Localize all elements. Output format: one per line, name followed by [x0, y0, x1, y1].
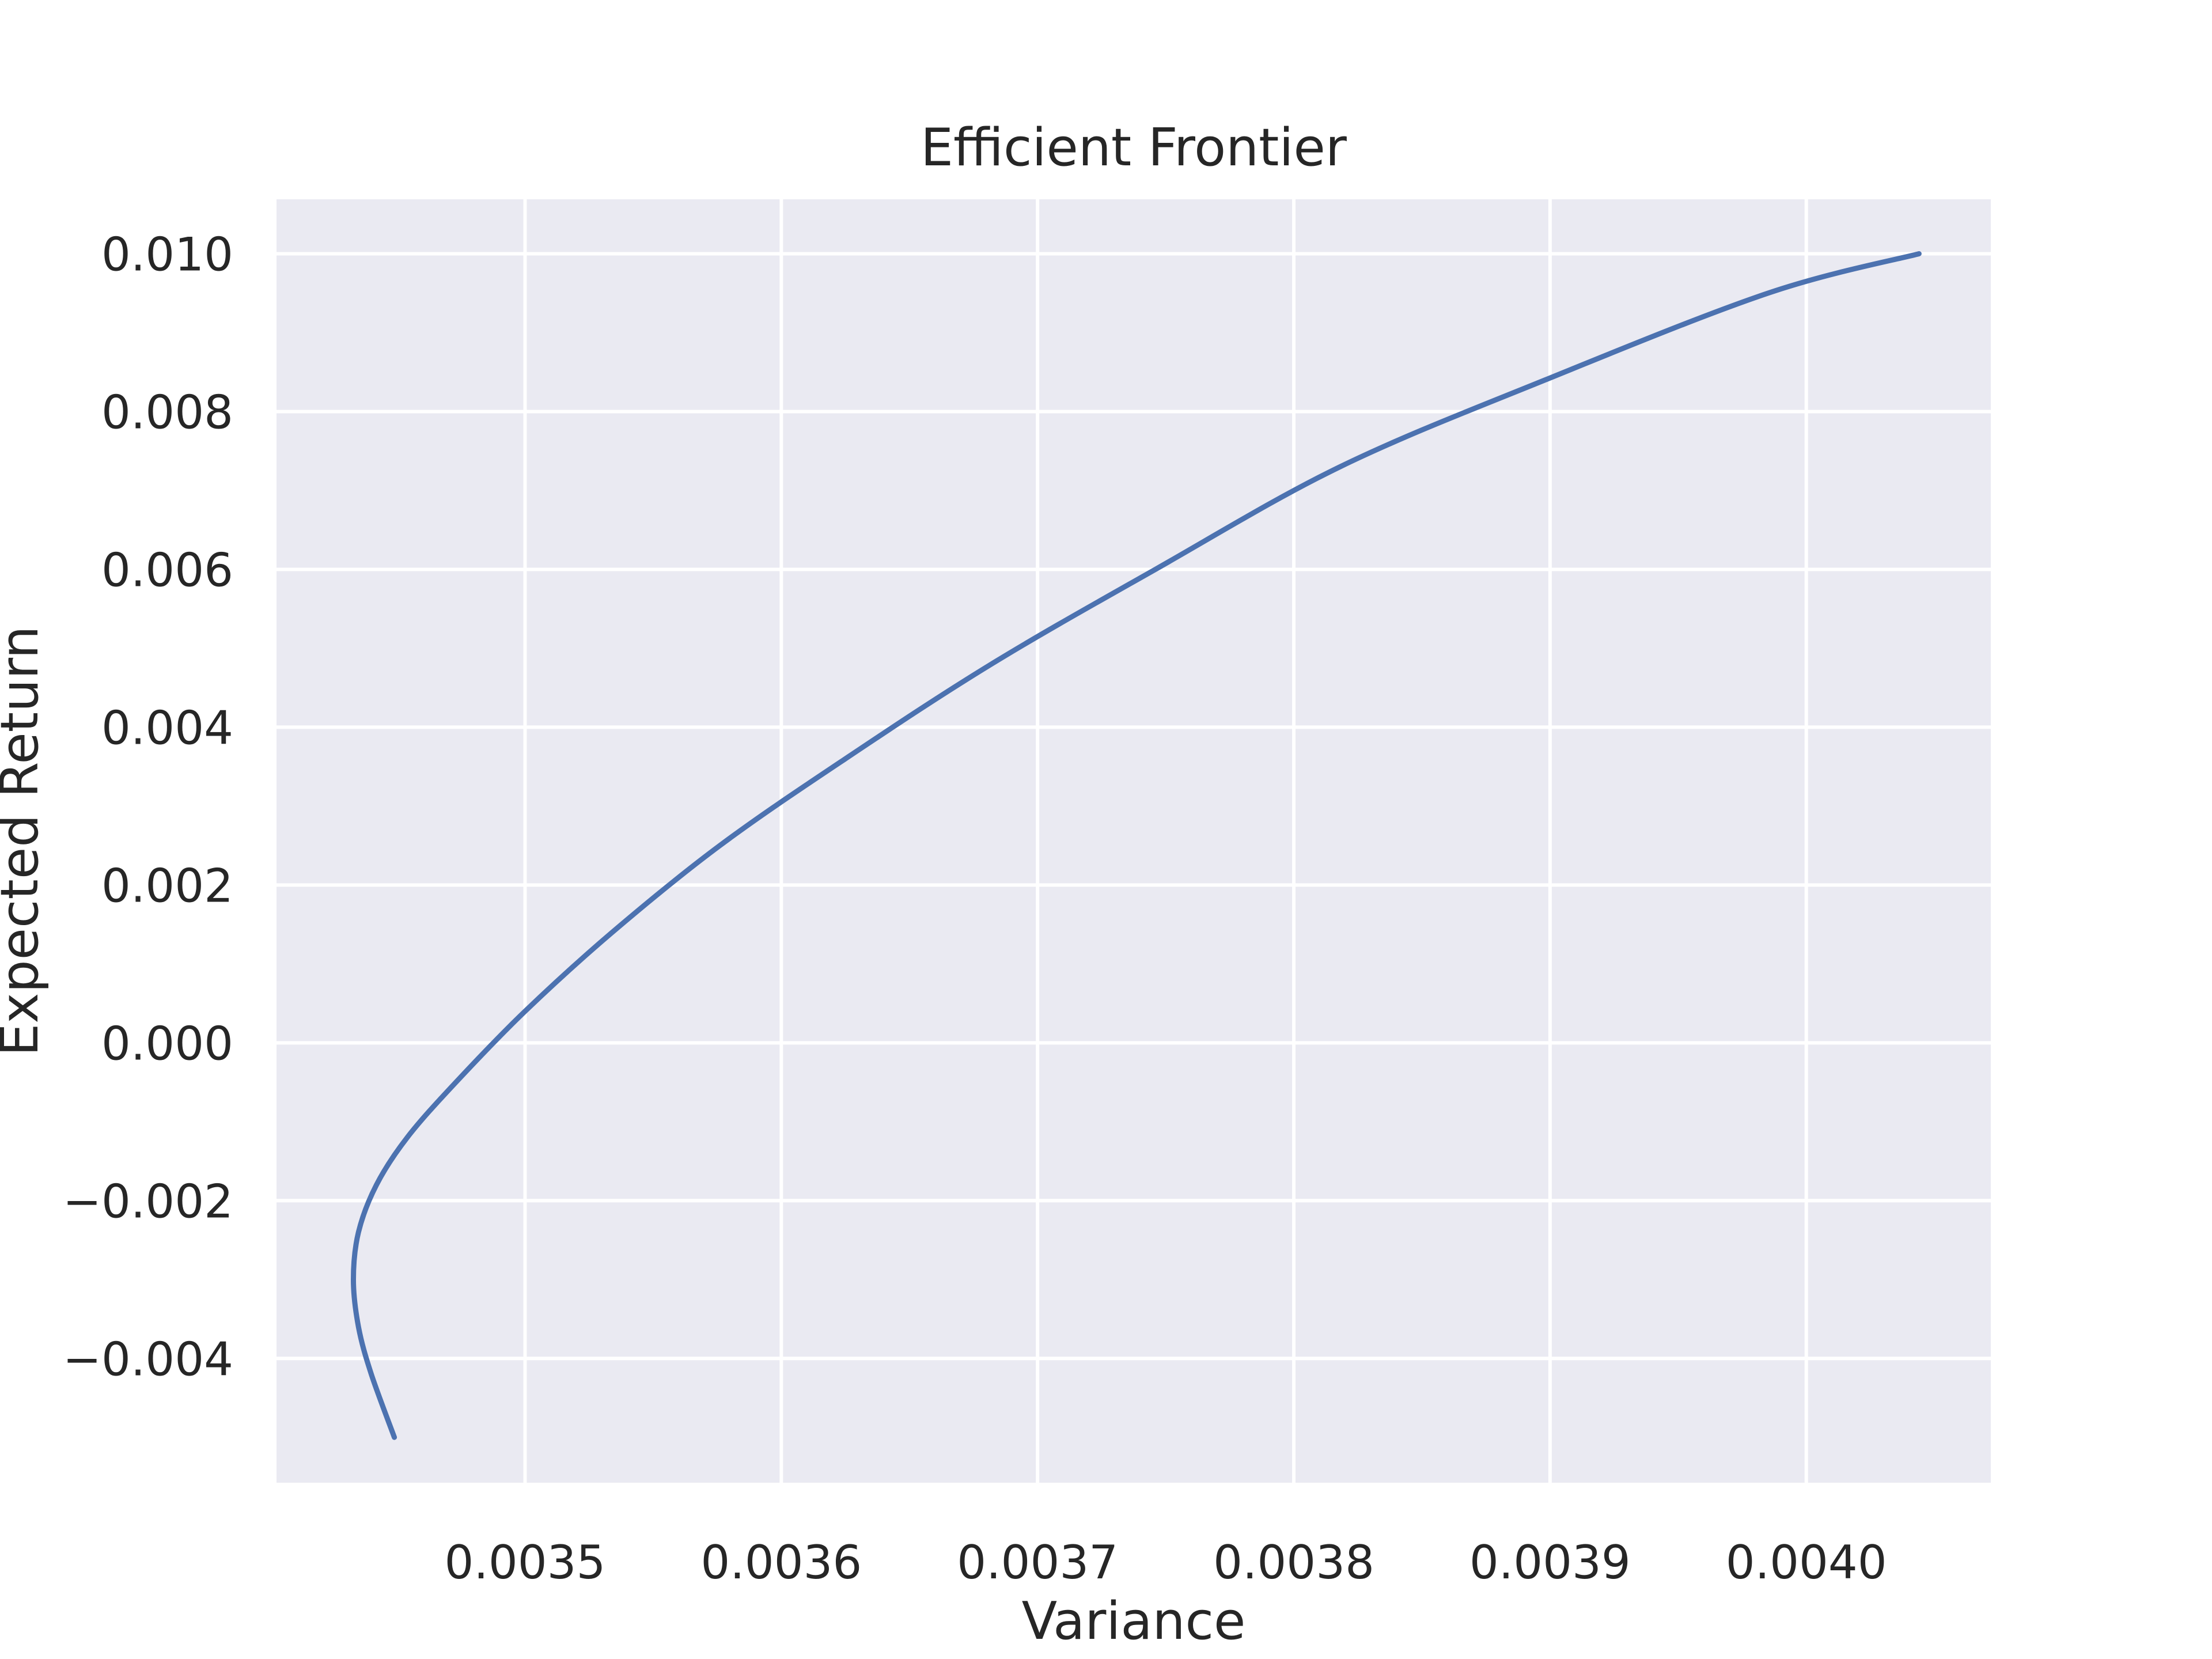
y-tick-label: −0.002 [63, 1175, 233, 1228]
x-tick-label: 0.0036 [700, 1536, 862, 1589]
x-tick-label: 0.0040 [1726, 1536, 1887, 1589]
frontier-line [351, 251, 1922, 1440]
x-tick-label: 0.0039 [1469, 1536, 1631, 1589]
x-axis-label: Variance [1022, 1591, 1246, 1652]
y-tick-labels: −0.004 −0.002 0.000 0.002 0.004 0.006 0.008 0.0… [63, 228, 233, 1387]
x-tick-label: 0.0037 [957, 1536, 1118, 1589]
y-tick-label: 0.004 [101, 701, 233, 755]
plot-area [276, 199, 1991, 1483]
y-grid [276, 252, 1991, 1361]
y-tick-label: 0.000 [101, 1017, 233, 1070]
y-tick-label: 0.002 [101, 859, 233, 912]
x-tick-label: 0.0038 [1213, 1536, 1374, 1589]
x-tick-label: 0.0035 [445, 1536, 606, 1589]
y-tick-label: 0.010 [101, 228, 233, 282]
y-tick-label: 0.008 [101, 385, 233, 439]
x-tick-labels: 0.0035 0.0036 0.0037 0.0038 0.0039 0.0040 [445, 1536, 1887, 1589]
series-layer [351, 251, 1922, 1440]
y-axis-label: Expected Return [0, 626, 50, 1056]
chart-title: Efficient Frontier [921, 118, 1347, 178]
y-tick-label: −0.004 [63, 1332, 233, 1386]
y-tick-label: 0.006 [101, 543, 233, 597]
